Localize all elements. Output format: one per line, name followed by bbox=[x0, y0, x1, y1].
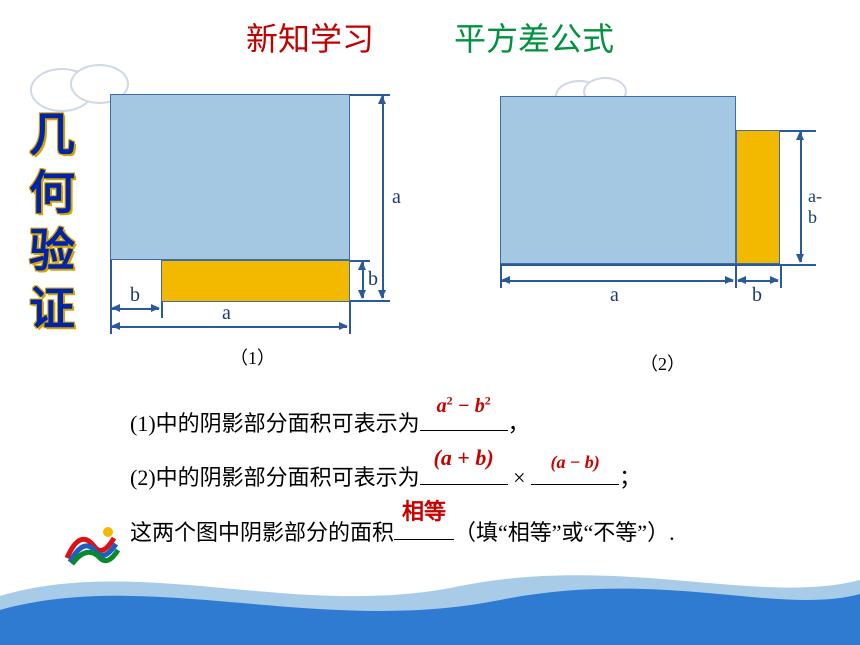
title-right: 平方差公式 bbox=[454, 14, 614, 60]
fig2-appended-rect bbox=[736, 130, 780, 264]
figure-1: a b b a （1） bbox=[100, 90, 420, 330]
label-b-right: b bbox=[368, 268, 378, 291]
dim-arrow-a-horiz2 bbox=[502, 280, 733, 282]
tick bbox=[161, 302, 163, 318]
dim-arrow-a-horiz bbox=[112, 326, 347, 328]
line3-post: （填“相等”或“不等”）. bbox=[454, 520, 675, 545]
dim-arrow-b-horiz bbox=[112, 308, 159, 310]
tick bbox=[780, 264, 782, 288]
tick bbox=[500, 264, 816, 266]
line2-mid: × bbox=[508, 465, 531, 490]
label-b-bottom: b bbox=[130, 284, 140, 307]
fig1-caption: （1） bbox=[230, 344, 275, 370]
dim-arrow-a-vert bbox=[382, 96, 384, 298]
blank-3: 相等 bbox=[394, 514, 454, 540]
slide-title: 新知学习 平方差公式 bbox=[0, 0, 860, 60]
label-amb: a-b bbox=[808, 186, 830, 228]
tick bbox=[349, 302, 351, 334]
dim-arrow-amb bbox=[800, 132, 802, 262]
fig1-main-rect bbox=[110, 94, 350, 260]
dim-arrow-b-horiz2 bbox=[738, 280, 778, 282]
answer-3: 相等 bbox=[402, 488, 446, 536]
fig2-caption: （2） bbox=[640, 350, 685, 376]
line2-post: ； bbox=[619, 465, 641, 490]
line1-post: ， bbox=[508, 411, 530, 436]
question-text: (1)中的阴影部分面积可表示为a2 − b2， (2)中的阴影部分面积可表示为(… bbox=[100, 400, 820, 563]
line1-pre: (1)中的阴影部分面积可表示为 bbox=[130, 411, 420, 436]
fig1-cutout-rect bbox=[161, 260, 350, 302]
line2-pre: (2)中的阴影部分面积可表示为 bbox=[130, 465, 420, 490]
blank-1: a2 − b2 bbox=[420, 405, 508, 431]
fig2-main-rect bbox=[500, 96, 736, 264]
figure-2: a-b a b （2） bbox=[490, 90, 830, 330]
line-2: (2)中的阴影部分面积可表示为(a + b) × (a − b)； bbox=[130, 454, 820, 502]
diagram-area: a b b a （1） a-b a b （2） bbox=[100, 90, 840, 350]
label-a-right: a bbox=[392, 186, 401, 209]
dim-arrow-b-vert bbox=[362, 262, 364, 298]
title-left: 新知学习 bbox=[246, 14, 374, 60]
vertical-section-label: 几何验证 bbox=[15, 110, 81, 342]
blank-2b: (a − b) bbox=[531, 459, 619, 485]
answer-2a: (a + b) bbox=[434, 434, 494, 482]
label-a-bottom2: a bbox=[610, 284, 619, 307]
answer-2b: (a − b) bbox=[550, 443, 599, 483]
answer-1: a2 − b2 bbox=[437, 384, 491, 428]
wave-decoration bbox=[0, 550, 860, 645]
blank-2a: (a + b) bbox=[420, 459, 508, 485]
label-b-bottom2: b bbox=[752, 284, 762, 307]
line3-pre: 这两个图中阴影部分的面积 bbox=[130, 520, 394, 545]
tick bbox=[350, 300, 390, 302]
label-a-bottom: a bbox=[222, 302, 231, 325]
